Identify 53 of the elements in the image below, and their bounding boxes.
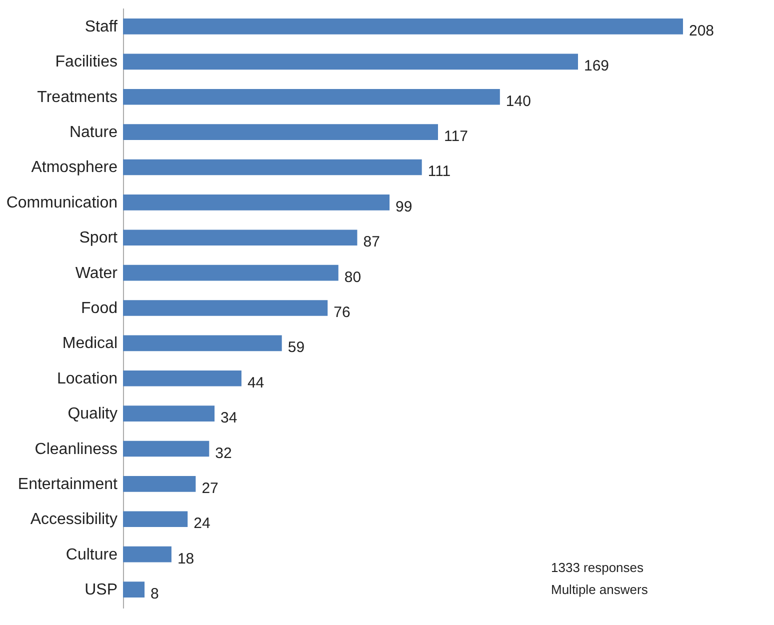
y-tick-label: Atmosphere xyxy=(31,159,118,176)
bar xyxy=(123,230,358,246)
y-tick-label: Culture xyxy=(66,546,118,564)
y-tick-label: USP xyxy=(84,582,118,599)
data-label: 8 xyxy=(150,586,159,603)
data-label: 140 xyxy=(506,92,531,110)
y-tick-label: Staff xyxy=(84,18,118,36)
bar xyxy=(123,18,683,34)
data-label: 59 xyxy=(288,339,305,356)
bar xyxy=(123,88,500,105)
bar xyxy=(123,546,172,562)
y-tick-label: Food xyxy=(81,300,118,317)
bar xyxy=(123,406,215,422)
y-tick-label: Treatments xyxy=(37,88,118,106)
data-label: 24 xyxy=(194,515,210,532)
y-tick-label: Location xyxy=(57,370,118,388)
bar xyxy=(123,300,328,316)
data-label: 117 xyxy=(444,128,468,146)
y-tick-label: Water xyxy=(75,264,118,282)
data-label: 80 xyxy=(344,268,362,286)
data-label: 99 xyxy=(396,198,412,216)
y-tick-label: Cleanliness xyxy=(34,440,118,458)
y-tick-label: Medical xyxy=(62,335,118,352)
y-tick-label: Accessibility xyxy=(30,511,118,528)
bar xyxy=(123,264,338,281)
data-label: 87 xyxy=(363,234,380,251)
data-label: 27 xyxy=(202,480,218,497)
y-tick-label: Sport xyxy=(79,230,118,247)
data-label: 44 xyxy=(247,374,264,392)
annotation: Multiple answers xyxy=(551,582,648,597)
bar xyxy=(123,582,145,598)
data-label: 76 xyxy=(334,304,350,321)
data-label: 34 xyxy=(220,410,238,427)
bar xyxy=(123,335,282,352)
data-label: 32 xyxy=(215,444,232,462)
data-label: 208 xyxy=(689,22,714,40)
y-tick-label: Communication xyxy=(6,194,118,212)
bar xyxy=(123,440,210,457)
y-tick-label: Quality xyxy=(68,406,118,423)
bar xyxy=(123,54,578,70)
y-tick-label: Entertainment xyxy=(18,476,118,493)
bar xyxy=(123,370,242,386)
bar xyxy=(123,194,390,210)
annotation: 1333 responses xyxy=(551,560,644,575)
data-label: 111 xyxy=(428,163,451,180)
data-label: 18 xyxy=(177,550,194,568)
bar xyxy=(123,476,196,492)
bar xyxy=(123,159,422,176)
y-tick-label: Nature xyxy=(69,124,118,142)
bar xyxy=(123,124,438,140)
data-label: 169 xyxy=(584,58,610,75)
y-tick-label: Facilities xyxy=(55,54,118,71)
bar xyxy=(123,511,188,528)
